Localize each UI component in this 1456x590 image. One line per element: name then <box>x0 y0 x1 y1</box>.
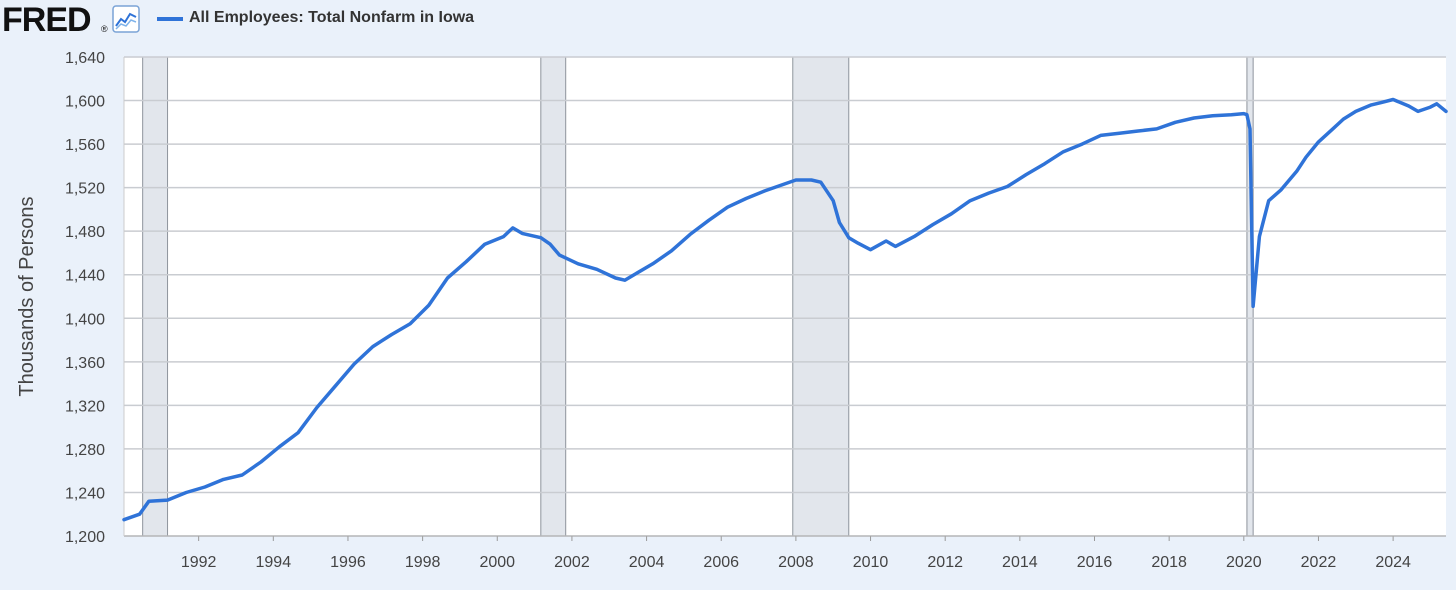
x-tick-label: 2006 <box>703 554 739 571</box>
y-tick-label: 1,560 <box>65 137 105 154</box>
x-tick-label: 2022 <box>1301 554 1337 571</box>
recession-band-2 <box>792 56 850 537</box>
x-tick-label: 2012 <box>927 554 963 571</box>
x-tick-label: 2020 <box>1226 554 1262 571</box>
recession-band-0 <box>142 56 169 537</box>
y-tick-label: 1,640 <box>65 50 105 67</box>
y-axis-label: Thousands of Persons <box>16 196 38 396</box>
x-tick-label: 2018 <box>1151 554 1187 571</box>
recession-band-1 <box>540 56 567 537</box>
y-tick-label: 1,360 <box>65 355 105 372</box>
chart-header: FRED ® All Employees: Total Nonfarm in I… <box>0 0 1456 40</box>
legend-swatch <box>157 17 183 21</box>
x-tick-label: 2014 <box>1002 554 1038 571</box>
fred-logo[interactable]: FRED <box>2 1 92 39</box>
x-tick-label: 2000 <box>479 554 515 571</box>
x-tick-label: 2010 <box>853 554 889 571</box>
y-tick-label: 1,320 <box>65 398 105 415</box>
x-tick-label: 1994 <box>256 554 292 571</box>
y-tick-label: 1,520 <box>65 181 105 198</box>
y-tick-label: 1,600 <box>65 94 105 111</box>
y-tick-label: 1,480 <box>65 224 105 241</box>
x-tick-label: 1998 <box>405 554 441 571</box>
y-tick-label: 1,440 <box>65 268 105 285</box>
y-tick-label: 1,400 <box>65 311 105 328</box>
plot-area <box>124 57 1446 536</box>
recession-bands <box>142 56 1254 537</box>
x-tick-label: 1992 <box>181 554 217 571</box>
x-tick-label: 2024 <box>1375 554 1411 571</box>
legend-label: All Employees: Total Nonfarm in Iowa <box>189 9 475 26</box>
x-tick-label: 2016 <box>1077 554 1113 571</box>
line-chart-icon[interactable] <box>112 5 140 33</box>
y-tick-label: 1,200 <box>65 529 105 546</box>
x-tick-label: 1996 <box>330 554 366 571</box>
y-tick-label: 1,280 <box>65 442 105 459</box>
x-tick-label: 2002 <box>554 554 590 571</box>
line-chart: 1,200 1,240 1,280 1,320 1,360 1,400 1,440 1,480… <box>16 50 1448 571</box>
series-line <box>122 97 1448 522</box>
x-axis-ticks: 1992 1994 1996 1998 2000 2002 2004 2006 2008 2010… <box>123 57 1446 571</box>
x-tick-label: 2008 <box>778 554 814 571</box>
x-tick-label: 2004 <box>629 554 665 571</box>
y-axis-ticks: 1,200 1,240 1,280 1,320 1,360 1,400 1,440 1,480… <box>65 50 105 546</box>
registered-mark: ® <box>101 24 108 34</box>
y-tick-label: 1,240 <box>65 485 105 502</box>
